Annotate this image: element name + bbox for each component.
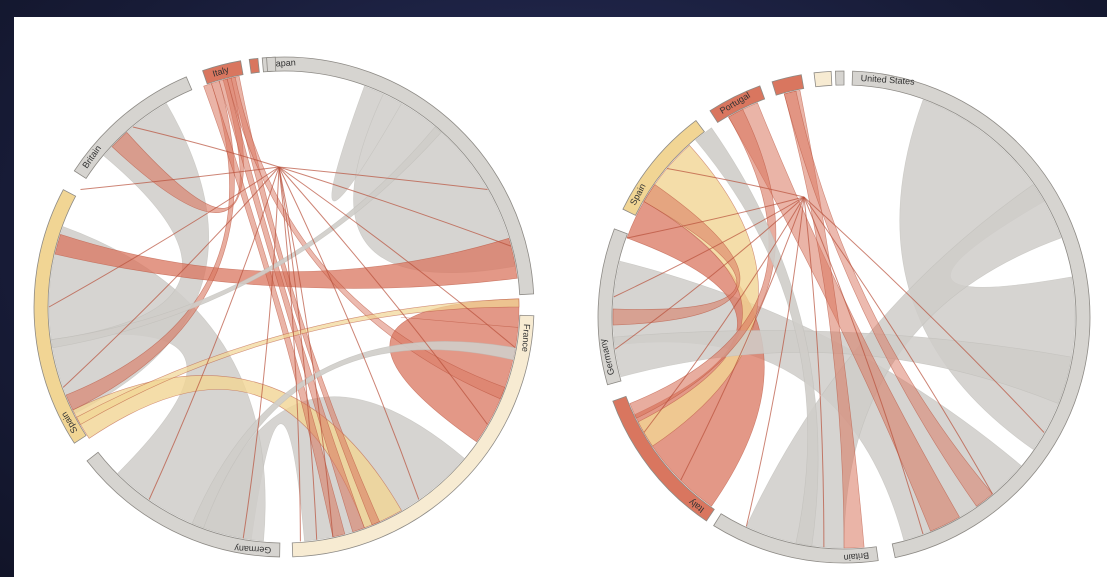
chord-ribbon (612, 184, 741, 326)
minor-group-arc (835, 70, 845, 86)
chord-strand (278, 166, 420, 500)
group-arc-italy (202, 60, 244, 85)
chord-ribbon (76, 298, 520, 425)
chord-strand (242, 166, 280, 539)
minor-group-arc (266, 56, 277, 73)
chord-strand (278, 166, 318, 540)
chord-diagram-right: United StatesBritainItalyGermanySpainPor… (597, 70, 1091, 564)
chord-strand (803, 196, 993, 495)
chord-ribbon (331, 85, 516, 274)
group-label: Germany (234, 543, 272, 555)
chord-strand (278, 166, 334, 537)
chord-ribbon (783, 90, 993, 507)
chord-strand (643, 196, 805, 433)
minor-group-arc (771, 74, 805, 96)
chord-strand (278, 166, 488, 425)
group-arc-italy (612, 395, 715, 522)
group-label: United States (860, 73, 915, 87)
group-label: France (520, 324, 532, 353)
minor-group-arc (813, 70, 833, 88)
chord-strand (80, 166, 280, 190)
group-arc-germany (86, 451, 281, 558)
group-arc-france (291, 314, 535, 558)
chord-strand (613, 196, 805, 298)
chord-ribbon (695, 127, 819, 547)
diagram-panel: Japan France Germany Spain Britain Italy Unite… (14, 17, 1107, 577)
chord-strand (666, 168, 805, 198)
chord-strand (148, 166, 280, 500)
chord-strand (278, 166, 512, 247)
ribbon-group (612, 89, 1076, 549)
group-arcs: United StatesBritainItalyGermanySpainPor… (597, 70, 1091, 564)
group-arc-japan (261, 56, 535, 296)
chord-strand (62, 166, 280, 388)
group-label: Britain (843, 550, 869, 563)
group-arc-britain (73, 76, 193, 180)
group-arc-spain (33, 189, 87, 444)
minor-group-arc (248, 57, 260, 74)
chord-strand (803, 196, 825, 548)
strand-group (48, 126, 516, 542)
group-label: Italy (211, 64, 230, 79)
ribbon-group (48, 75, 520, 542)
chord-strand (614, 196, 805, 350)
chord-ribbon (629, 108, 777, 419)
group-arc-united-states (851, 70, 1091, 559)
group-arc-britain (713, 513, 879, 564)
chord-strand (803, 196, 1045, 433)
group-arc-portugal (709, 85, 766, 123)
chord-strand (278, 166, 516, 349)
chord-ribbon (637, 144, 759, 447)
group-arc-spain (622, 119, 705, 216)
chord-strand (680, 196, 805, 481)
chord-strand (803, 196, 924, 535)
chord-strand (48, 166, 280, 308)
chord-strand (745, 196, 805, 527)
strand-group (613, 168, 1045, 548)
chord-strand (278, 166, 488, 190)
chord-ribbon (50, 126, 442, 349)
group-arc-germany (597, 228, 628, 386)
chord-ribbon (783, 89, 865, 549)
chord-strand (278, 166, 301, 542)
chord-strand (626, 196, 805, 239)
group-label: Japan (271, 57, 296, 68)
chord-ribbon (226, 76, 506, 400)
chord-ribbon (728, 102, 960, 532)
chord-diagrams: JapanFranceGermanySpainBritainItalyUnite… (33, 56, 1091, 564)
chord-strand (132, 126, 280, 168)
